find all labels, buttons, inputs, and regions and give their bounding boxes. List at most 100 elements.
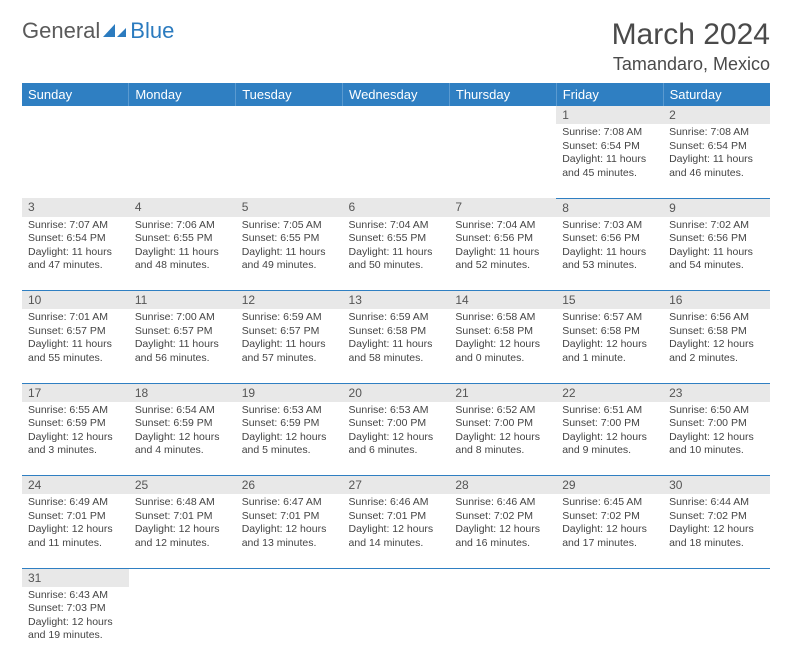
day-number-cell: 31 <box>22 568 129 587</box>
day-cell: Sunrise: 6:59 AMSunset: 6:57 PMDaylight:… <box>236 309 343 383</box>
day-cell <box>343 587 450 661</box>
day-cell: Sunrise: 6:48 AMSunset: 7:01 PMDaylight:… <box>129 494 236 568</box>
day-number-cell <box>343 568 450 587</box>
day-number-cell: 9 <box>663 198 770 217</box>
day-cell: Sunrise: 6:46 AMSunset: 7:02 PMDaylight:… <box>449 494 556 568</box>
day-number-cell: 1 <box>556 106 663 124</box>
day-details: Sunrise: 7:04 AMSunset: 6:55 PMDaylight:… <box>343 217 450 278</box>
day-cell: Sunrise: 7:05 AMSunset: 6:55 PMDaylight:… <box>236 217 343 291</box>
day-cell: Sunrise: 6:57 AMSunset: 6:58 PMDaylight:… <box>556 309 663 383</box>
day-cell: Sunrise: 7:08 AMSunset: 6:54 PMDaylight:… <box>663 124 770 198</box>
day-header: Thursday <box>449 83 556 106</box>
day-number-cell: 20 <box>343 383 450 402</box>
day-details: Sunrise: 7:08 AMSunset: 6:54 PMDaylight:… <box>556 124 663 185</box>
day-details: Sunrise: 7:07 AMSunset: 6:54 PMDaylight:… <box>22 217 129 278</box>
day-number-cell: 16 <box>663 291 770 310</box>
logo-text-2: Blue <box>130 18 174 44</box>
day-number-cell: 8 <box>556 198 663 217</box>
day-number-cell: 14 <box>449 291 556 310</box>
day-number-cell <box>236 106 343 124</box>
day-details: Sunrise: 6:44 AMSunset: 7:02 PMDaylight:… <box>663 494 770 555</box>
day-details: Sunrise: 7:00 AMSunset: 6:57 PMDaylight:… <box>129 309 236 370</box>
day-details: Sunrise: 6:45 AMSunset: 7:02 PMDaylight:… <box>556 494 663 555</box>
day-cell: Sunrise: 6:58 AMSunset: 6:58 PMDaylight:… <box>449 309 556 383</box>
day-number-cell <box>343 106 450 124</box>
day-number-cell: 11 <box>129 291 236 310</box>
day-details: Sunrise: 6:57 AMSunset: 6:58 PMDaylight:… <box>556 309 663 370</box>
day-number-cell: 19 <box>236 383 343 402</box>
day-cell: Sunrise: 6:59 AMSunset: 6:58 PMDaylight:… <box>343 309 450 383</box>
day-number-cell: 10 <box>22 291 129 310</box>
day-number-cell: 7 <box>449 198 556 217</box>
day-cell: Sunrise: 6:53 AMSunset: 6:59 PMDaylight:… <box>236 402 343 476</box>
day-cell <box>22 124 129 198</box>
day-details: Sunrise: 6:56 AMSunset: 6:58 PMDaylight:… <box>663 309 770 370</box>
day-cell: Sunrise: 6:44 AMSunset: 7:02 PMDaylight:… <box>663 494 770 568</box>
day-header: Tuesday <box>236 83 343 106</box>
day-cell: Sunrise: 6:47 AMSunset: 7:01 PMDaylight:… <box>236 494 343 568</box>
day-cell: Sunrise: 6:46 AMSunset: 7:01 PMDaylight:… <box>343 494 450 568</box>
day-number-cell: 26 <box>236 476 343 495</box>
day-details: Sunrise: 7:06 AMSunset: 6:55 PMDaylight:… <box>129 217 236 278</box>
day-header: Monday <box>129 83 236 106</box>
logo-text-1: General <box>22 18 100 44</box>
day-cell: Sunrise: 6:43 AMSunset: 7:03 PMDaylight:… <box>22 587 129 661</box>
logo: General Blue <box>22 18 174 44</box>
day-number-cell <box>449 568 556 587</box>
day-number-cell <box>663 568 770 587</box>
day-number-cell <box>129 106 236 124</box>
day-number-cell: 29 <box>556 476 663 495</box>
day-header: Friday <box>556 83 663 106</box>
day-cell: Sunrise: 6:54 AMSunset: 6:59 PMDaylight:… <box>129 402 236 476</box>
day-header: Wednesday <box>343 83 450 106</box>
day-header: Saturday <box>663 83 770 106</box>
day-number-cell: 24 <box>22 476 129 495</box>
day-cell: Sunrise: 7:01 AMSunset: 6:57 PMDaylight:… <box>22 309 129 383</box>
day-cell: Sunrise: 7:06 AMSunset: 6:55 PMDaylight:… <box>129 217 236 291</box>
day-details: Sunrise: 7:04 AMSunset: 6:56 PMDaylight:… <box>449 217 556 278</box>
day-details: Sunrise: 7:02 AMSunset: 6:56 PMDaylight:… <box>663 217 770 278</box>
location-label: Tamandaro, Mexico <box>612 54 770 75</box>
day-header: Sunday <box>22 83 129 106</box>
day-number-cell: 4 <box>129 198 236 217</box>
day-cell: Sunrise: 6:49 AMSunset: 7:01 PMDaylight:… <box>22 494 129 568</box>
day-details: Sunrise: 6:58 AMSunset: 6:58 PMDaylight:… <box>449 309 556 370</box>
day-details: Sunrise: 7:08 AMSunset: 6:54 PMDaylight:… <box>663 124 770 185</box>
day-number-cell <box>129 568 236 587</box>
day-number-cell: 17 <box>22 383 129 402</box>
day-details: Sunrise: 6:59 AMSunset: 6:57 PMDaylight:… <box>236 309 343 370</box>
day-details: Sunrise: 7:03 AMSunset: 6:56 PMDaylight:… <box>556 217 663 278</box>
day-number-cell <box>236 568 343 587</box>
day-number-cell: 18 <box>129 383 236 402</box>
day-number-cell: 6 <box>343 198 450 217</box>
day-cell: Sunrise: 7:07 AMSunset: 6:54 PMDaylight:… <box>22 217 129 291</box>
day-details: Sunrise: 7:05 AMSunset: 6:55 PMDaylight:… <box>236 217 343 278</box>
day-details: Sunrise: 6:46 AMSunset: 7:01 PMDaylight:… <box>343 494 450 555</box>
day-number-cell: 12 <box>236 291 343 310</box>
day-cell: Sunrise: 6:50 AMSunset: 7:00 PMDaylight:… <box>663 402 770 476</box>
day-cell <box>556 587 663 661</box>
logo-sail-icon <box>102 22 128 38</box>
day-number-cell: 25 <box>129 476 236 495</box>
day-cell <box>236 587 343 661</box>
day-details: Sunrise: 6:59 AMSunset: 6:58 PMDaylight:… <box>343 309 450 370</box>
day-number-cell <box>449 106 556 124</box>
day-cell: Sunrise: 6:56 AMSunset: 6:58 PMDaylight:… <box>663 309 770 383</box>
day-number-cell: 5 <box>236 198 343 217</box>
day-details: Sunrise: 6:53 AMSunset: 7:00 PMDaylight:… <box>343 402 450 463</box>
day-cell: Sunrise: 6:45 AMSunset: 7:02 PMDaylight:… <box>556 494 663 568</box>
day-cell <box>236 124 343 198</box>
calendar-table: SundayMondayTuesdayWednesdayThursdayFrid… <box>22 83 770 661</box>
day-cell: Sunrise: 6:55 AMSunset: 6:59 PMDaylight:… <box>22 402 129 476</box>
day-cell: Sunrise: 6:52 AMSunset: 7:00 PMDaylight:… <box>449 402 556 476</box>
day-number-cell: 21 <box>449 383 556 402</box>
day-number-cell <box>22 106 129 124</box>
day-cell <box>449 587 556 661</box>
day-cell: Sunrise: 7:04 AMSunset: 6:55 PMDaylight:… <box>343 217 450 291</box>
day-number-cell: 23 <box>663 383 770 402</box>
day-details: Sunrise: 6:47 AMSunset: 7:01 PMDaylight:… <box>236 494 343 555</box>
day-details: Sunrise: 6:52 AMSunset: 7:00 PMDaylight:… <box>449 402 556 463</box>
day-number-cell <box>556 568 663 587</box>
day-details: Sunrise: 6:43 AMSunset: 7:03 PMDaylight:… <box>22 587 129 648</box>
day-number-cell: 15 <box>556 291 663 310</box>
